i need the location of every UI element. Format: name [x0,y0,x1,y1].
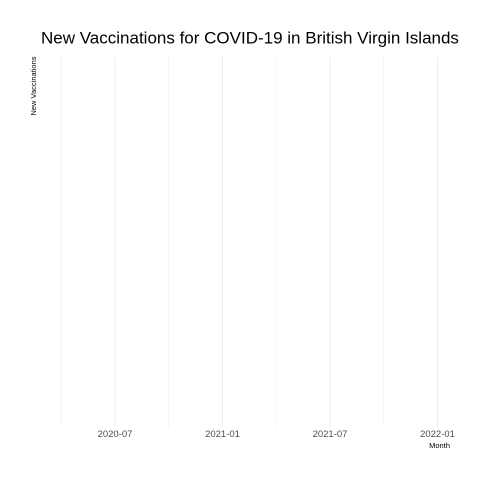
x-tick-label: 2020-07 [98,429,133,440]
y-axis-title: New Vaccinations [29,56,38,115]
x-tick-label: 2021-01 [205,429,240,440]
x-tick-label: 2022-01 [420,429,455,440]
x-axis-title: Month [429,441,450,450]
gridlines [60,57,438,427]
x-tick-label: 2021-07 [313,429,348,440]
x-tick-labels: 2020-07 2021-01 2021-07 2022-01 [98,429,455,440]
chart-title: New Vaccinations for COVID-19 in British… [41,29,459,48]
